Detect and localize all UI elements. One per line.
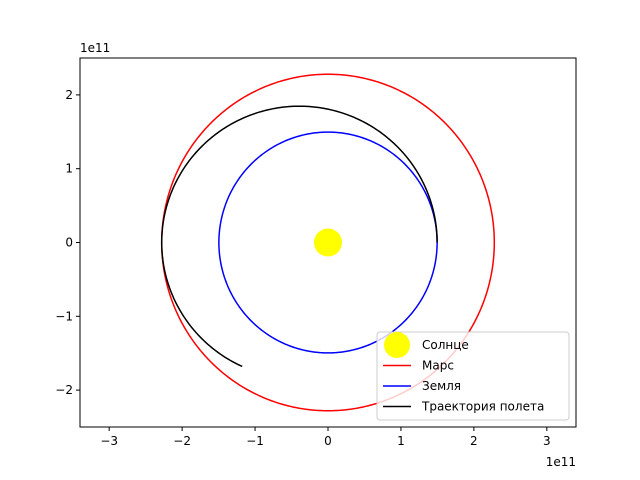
- legend-label: Земля: [422, 379, 461, 393]
- y-tick-label: −1: [55, 309, 73, 323]
- series-point-0: [314, 228, 342, 257]
- legend-label: Марс: [422, 359, 454, 373]
- y-tick-label: −2: [55, 383, 73, 397]
- x-tick-label: 3: [543, 434, 551, 448]
- x-axis: −3 −2 −1 0 1 2 3: [100, 427, 551, 448]
- legend-label: Траектория полета: [421, 400, 544, 414]
- x-tick-label: −3: [100, 434, 118, 448]
- x-tick-label: 2: [470, 434, 478, 448]
- y-axis: −2 −1 0 1 2: [55, 88, 80, 397]
- y-offset-text: 1e11: [80, 41, 110, 55]
- series-line-3: [160, 105, 438, 368]
- x-offset-text: 1e11: [546, 455, 576, 469]
- x-tick-label: 0: [324, 434, 332, 448]
- x-tick-label: −2: [173, 434, 191, 448]
- legend: Солнце Марс Земля Траектория полета: [376, 331, 570, 421]
- y-tick-label: 2: [65, 88, 73, 102]
- y-tick-label: 1: [65, 162, 73, 176]
- legend-marker: [384, 332, 410, 358]
- legend-box: [376, 331, 570, 421]
- legend-label: Солнце: [422, 338, 469, 352]
- x-tick-label: −1: [246, 434, 264, 448]
- x-tick-label: 1: [397, 434, 405, 448]
- y-tick-label: 0: [65, 236, 73, 250]
